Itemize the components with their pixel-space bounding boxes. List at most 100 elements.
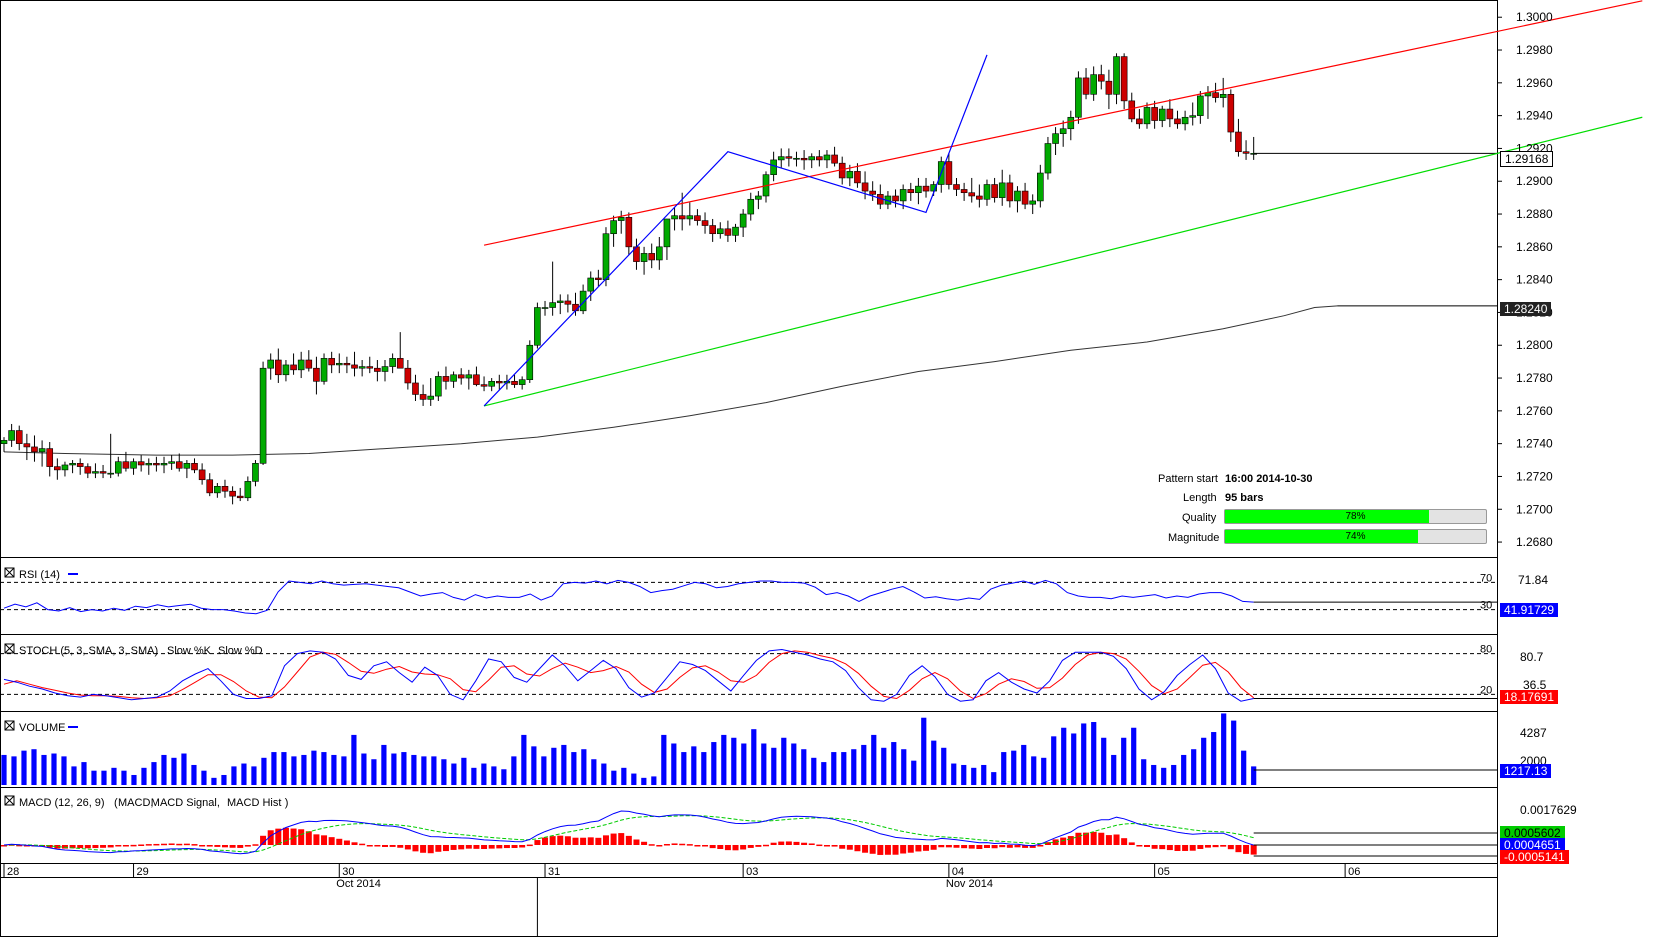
macd-hist-bar	[92, 845, 99, 849]
macd-hist-bar	[244, 845, 251, 847]
candle-down	[175, 461, 183, 469]
volume-bar	[931, 740, 937, 785]
candle-up	[1181, 116, 1189, 125]
volume-bar	[831, 752, 837, 785]
panel-frames	[0, 0, 1498, 937]
stoch-close-box-x2	[4, 643, 15, 654]
candle-up	[518, 379, 526, 385]
day-label: 04	[952, 866, 964, 878]
volume-bar	[1241, 750, 1247, 785]
macd-hist-bar	[366, 845, 373, 847]
volume-bar	[381, 744, 387, 785]
macd-hist-bar	[663, 843, 670, 846]
price-tick-label: 1.2700	[1516, 502, 1553, 516]
volume-bar	[161, 754, 167, 785]
volume-bar	[1031, 756, 1037, 785]
candle-down	[976, 195, 983, 200]
candle-up	[61, 464, 69, 471]
candle-up	[579, 290, 587, 312]
candle-down	[366, 366, 374, 369]
price-tick-label: 1.2900	[1516, 174, 1553, 188]
candle-down	[495, 381, 503, 384]
macd-hist-bar	[900, 845, 907, 854]
channel-upper-line	[483, 0, 1643, 246]
volume-bar	[851, 749, 857, 785]
stoch-title: STOCH (5, 3, SMA, 3, SMA)	[19, 645, 158, 657]
candle-down	[625, 217, 633, 248]
candle-down	[328, 358, 335, 366]
candle-down	[595, 277, 602, 280]
candle-up	[259, 367, 267, 464]
macd-hist-bar	[382, 845, 388, 847]
day-label: 06	[1348, 866, 1360, 878]
candle-down	[419, 394, 427, 400]
price-tick-label: 1.2960	[1516, 76, 1553, 90]
macd-hist-bar	[237, 845, 244, 848]
magnitude-bar: 74%	[1224, 529, 1487, 544]
macd-hist-bar	[625, 835, 632, 845]
price-tick-label: 1.2800	[1516, 338, 1553, 352]
volume-bar	[1061, 727, 1067, 785]
volume-bar	[1211, 732, 1217, 785]
candle-up	[770, 159, 777, 175]
price-tick-label: 1.2880	[1516, 207, 1553, 221]
volume-bar	[861, 744, 867, 785]
macd-hist-bar	[679, 843, 686, 846]
macd-hist-bar	[321, 835, 328, 845]
candle-up	[747, 198, 755, 215]
stoch-d-legend: Slow %D	[218, 645, 263, 657]
macd-hist-bar	[282, 827, 289, 845]
volume-bar	[251, 766, 257, 785]
macd-hist-bar	[526, 844, 533, 847]
candle-up	[0, 440, 8, 444]
macd-hist-bar	[1250, 845, 1257, 855]
candle-down	[229, 490, 236, 497]
macd-hist-bar	[884, 845, 891, 855]
volume-bar	[371, 759, 377, 785]
macd-hist-bar	[107, 845, 114, 848]
volume-bar	[431, 756, 437, 785]
stoch-k-legend: Slow %K	[167, 645, 212, 657]
macd-hist-bar	[648, 844, 655, 846]
candle-down	[374, 367, 381, 372]
macd-hist-bar	[656, 845, 663, 847]
macd-hist-bar	[450, 845, 457, 850]
macd-hist-bar	[694, 845, 701, 847]
pattern-magnitude-label: Magnitude	[1168, 532, 1220, 544]
volume-title: VOLUME	[19, 722, 65, 734]
candle-up	[915, 185, 922, 194]
candle-up	[556, 300, 564, 303]
macd-hist-bar	[892, 845, 899, 855]
macd-hist-bar	[831, 845, 838, 847]
volume-bar	[281, 752, 287, 785]
macd-hist-bar	[702, 845, 709, 847]
price-tick-label: 1.3000	[1516, 10, 1553, 24]
macd-close-box-x2	[4, 795, 15, 806]
macd-hist-bar	[587, 837, 594, 845]
macd-hist-bar	[1121, 838, 1128, 845]
month-label: Oct 2014	[336, 878, 381, 890]
macd-hist-bar	[923, 845, 930, 851]
macd-hist-bar	[945, 845, 952, 848]
macd-hist-bar	[1044, 842, 1051, 845]
macd-hist-bar	[442, 845, 449, 852]
volume-bar	[401, 752, 407, 785]
volume-bar	[121, 770, 127, 785]
rsi-value-label: 41.91729	[1500, 603, 1559, 617]
candle-up	[320, 358, 328, 382]
quality-bar: 78%	[1224, 509, 1487, 524]
macd-hist-bar	[343, 840, 350, 845]
volume-bar	[741, 743, 747, 785]
volume-bar	[361, 753, 367, 785]
time-axis: 28 29 30 31 03 04 05 06 Oct 2014 Nov 2014	[0, 863, 1497, 937]
volume-bar	[1181, 754, 1187, 785]
candle-down	[907, 189, 915, 194]
candle-down	[442, 376, 450, 382]
volume-bar	[421, 756, 427, 785]
channel-lower-line	[483, 116, 1643, 407]
candle-down	[945, 161, 953, 185]
candle-down	[831, 154, 838, 164]
macd-hist-bar	[633, 839, 640, 845]
volume-bar	[731, 737, 737, 785]
